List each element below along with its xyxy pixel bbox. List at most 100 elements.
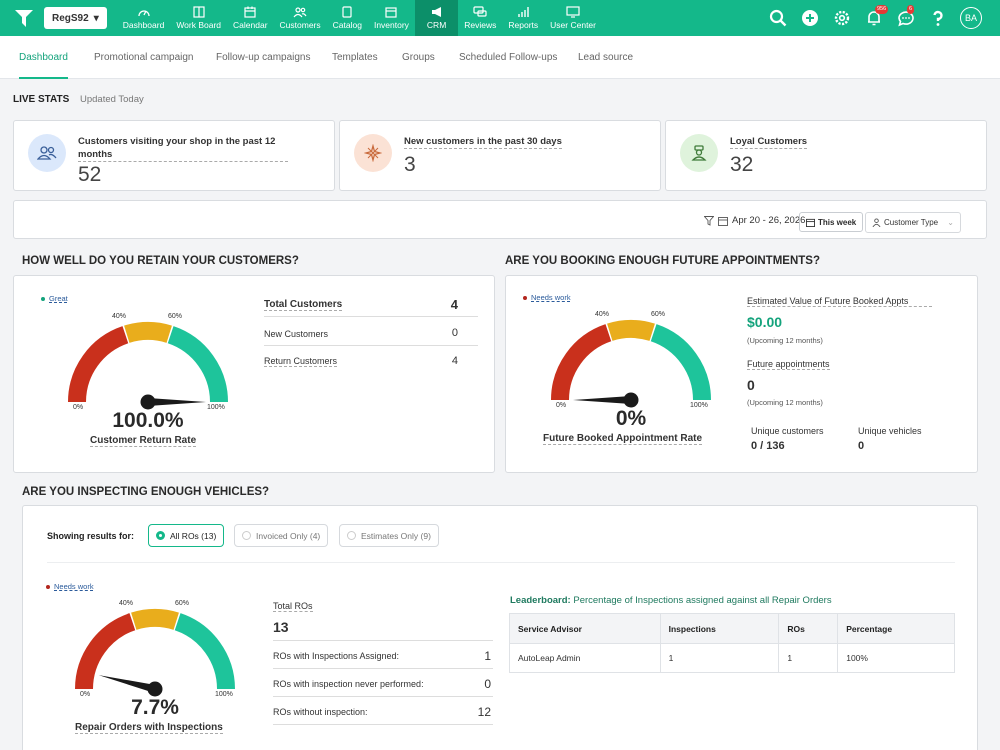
gauge-label-max: 100% [215, 691, 233, 698]
header-service-advisor: Service Advisor [509, 613, 661, 644]
tab-follow-up-campaigns[interactable]: Follow-up campaigns [216, 52, 311, 63]
pill-label: Estimates Only (9) [361, 530, 431, 541]
chevron-down-icon: ⌄ [947, 218, 954, 227]
nav-inventory[interactable]: Inventory [368, 0, 415, 36]
gauge-label-40: 40% [119, 600, 134, 607]
filter-estimates-only[interactable]: Estimates Only (9) [339, 524, 439, 547]
retain-gauge [68, 322, 228, 410]
divider [273, 724, 493, 725]
nav-customers[interactable]: Customers [274, 0, 327, 36]
filter-bar: Apr 20 - 26, 2026 This week Customer Typ… [13, 200, 987, 239]
tab-templates[interactable]: Templates [332, 52, 378, 63]
updated-label: Updated Today [80, 94, 144, 105]
tab-lead-source[interactable]: Lead source [578, 52, 634, 63]
new-customers-value: 0 [451, 327, 458, 339]
top-navbar: RegS92 ▾ Dashboard Work Board Calendar C… [0, 0, 1000, 36]
tab-groups[interactable]: Groups [402, 52, 435, 63]
nav-label: Inventory [373, 20, 409, 30]
stat-label: Loyal Customers [730, 136, 808, 149]
nav-reports[interactable]: Reports [502, 0, 544, 36]
search-button[interactable] [762, 0, 794, 36]
future-note: (Upcoming 12 months) [747, 398, 823, 407]
nav-dashboard[interactable]: Dashboard [117, 0, 171, 36]
header-inspections: Inspections [659, 613, 780, 644]
filter-icon[interactable] [704, 215, 714, 226]
add-button[interactable] [794, 0, 826, 36]
filter-invoiced-only[interactable]: Invoiced Only (4) [234, 524, 329, 547]
user-center-icon [566, 6, 580, 18]
store-selector[interactable]: RegS92 ▾ [44, 7, 107, 29]
chat-button[interactable]: 6 [890, 0, 922, 36]
stat-card-loyal: Loyal Customers 32 [665, 120, 987, 191]
chat-icon [898, 11, 914, 27]
gauge-label-max: 100% [690, 402, 708, 409]
return-customers-label: Return Customers [264, 356, 338, 367]
gauge-label-40: 40% [595, 311, 610, 318]
customers-icon [293, 7, 307, 18]
gauge-segment-red [68, 326, 129, 403]
divider [273, 668, 493, 669]
tab-dashboard[interactable]: Dashboard [19, 36, 68, 79]
unique-customers-value: 0 / 136 [751, 440, 785, 452]
gauge-segment-red [75, 613, 136, 690]
nav-calendar[interactable]: Calendar [227, 0, 274, 36]
divider [273, 640, 493, 641]
notifications-button[interactable]: 956 [858, 0, 890, 36]
retain-value: 100.0% [112, 409, 184, 432]
nav-label: Reports [508, 20, 539, 30]
cell-inspections: 1 [659, 643, 780, 673]
gauge-needle [98, 675, 156, 693]
cell-ros: 1 [778, 643, 839, 673]
total-ros-label: Total ROs [273, 601, 313, 612]
filter-all-ros[interactable]: All ROs (13) [148, 524, 225, 547]
nav-reviews[interactable]: Reviews [458, 0, 502, 36]
date-range[interactable]: Apr 20 - 26, 2026 [704, 215, 805, 226]
customer-type-select[interactable]: Customer Type ⌄ [865, 212, 961, 233]
gauge-segment-amber [607, 320, 655, 341]
booking-title: ARE YOU BOOKING ENOUGH FUTURE APPOINTMEN… [505, 255, 820, 267]
avatar[interactable]: BA [960, 7, 982, 29]
nav-catalog[interactable]: Catalog [327, 0, 368, 36]
gauge-label-60: 60% [168, 313, 183, 320]
status-text: Needs work [531, 293, 571, 302]
stat-card-visiting: Customers visiting your shop in the past… [13, 120, 335, 191]
user-icon [872, 218, 881, 227]
crm-tabs: Dashboard Promotional campaign Follow-up… [0, 36, 1000, 79]
tab-promotional-campaign[interactable]: Promotional campaign [94, 52, 194, 63]
nav-label: CRM [426, 20, 447, 30]
nav-label: Customers [279, 20, 321, 30]
calendar-icon [718, 216, 728, 226]
gauge-segment-amber [131, 609, 179, 630]
ros-never-performed-value: 0 [484, 677, 491, 691]
users-icon [28, 134, 66, 172]
status-text: Great [49, 294, 68, 303]
tab-scheduled-follow-ups[interactable]: Scheduled Follow-ups [459, 52, 558, 63]
settings-button[interactable] [826, 0, 858, 36]
status-badge: Needs work [523, 293, 571, 302]
future-appointments-value: 0 [747, 377, 755, 393]
retain-card: Great 40% 60% 0% 100% 100.0% Customer Re… [13, 275, 495, 473]
retain-title: HOW WELL DO YOU RETAIN YOUR CUSTOMERS? [22, 255, 299, 267]
help-button[interactable] [922, 0, 954, 36]
total-customers-label: Total Customers [264, 299, 343, 311]
cell-advisor: AutoLeap Admin [509, 643, 661, 673]
inspect-value: 7.7% [131, 696, 179, 719]
header-ros: ROs [778, 613, 839, 644]
new-customers-label: New Customers [264, 329, 329, 339]
nav-crm[interactable]: CRM [414, 0, 459, 36]
stat-value: 32 [730, 153, 754, 176]
nav-user-center[interactable]: User Center [544, 0, 602, 36]
calendar-icon [244, 6, 256, 18]
gauge-label-min: 0% [80, 691, 91, 698]
stat-label: New customers in the past 30 days [404, 136, 562, 149]
gauge-hub [623, 392, 639, 408]
gauge-label-40: 40% [112, 313, 127, 320]
radio-icon [242, 531, 251, 540]
autoleap-logo[interactable] [12, 6, 36, 30]
nav-work-board[interactable]: Work Board [170, 0, 227, 36]
divider [273, 696, 493, 697]
this-week-button[interactable]: This week [799, 212, 864, 232]
status-text: Needs work [54, 582, 94, 591]
unique-customers-label: Unique customers [751, 426, 824, 436]
inspect-gauge [75, 609, 235, 697]
